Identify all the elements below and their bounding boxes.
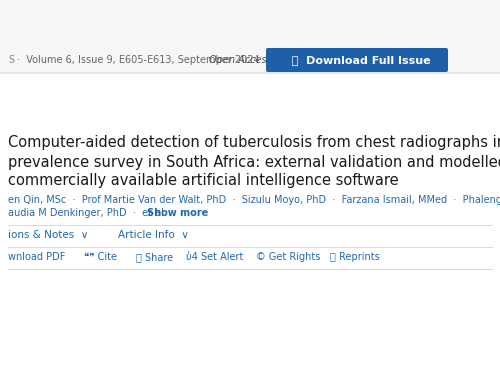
Text: Computer-aided detection of tuberculosis from chest radiographs in a tuberculosi: Computer-aided detection of tuberculosis… <box>8 136 500 151</box>
Text: en Qin, MSc  ·  Prof Martie Van der Walt, PhD  ·  Sizulu Moyo, PhD  ·  Farzana I: en Qin, MSc · Prof Martie Van der Walt, … <box>8 195 500 205</box>
Text: audia M Denkinger, PhD  ·  et al.: audia M Denkinger, PhD · et al. <box>8 208 173 218</box>
FancyBboxPatch shape <box>266 48 448 72</box>
Bar <box>0 0 500 73</box>
Text: ὑ4 Set Alert: ὑ4 Set Alert <box>186 252 244 262</box>
Text: © Get Rights: © Get Rights <box>256 252 320 262</box>
Text: Show more: Show more <box>147 208 208 218</box>
Text: ⎙ Reprints: ⎙ Reprints <box>330 252 380 262</box>
Text: S: S <box>8 55 14 65</box>
Text: Open Access: Open Access <box>209 55 272 65</box>
Text: ⤓  Download Full Issue: ⤓ Download Full Issue <box>284 55 430 65</box>
Text: prevalence survey in South Africa: external validation and modelled impacts of: prevalence survey in South Africa: exter… <box>8 154 500 170</box>
Text: ·  Volume 6, Issue 9, E605-E613, September 2024  ·: · Volume 6, Issue 9, E605-E613, Septembe… <box>17 55 275 65</box>
Text: Article Info  ∨: Article Info ∨ <box>118 230 189 240</box>
Text: commercially available artificial intelligence software: commercially available artificial intell… <box>8 173 398 188</box>
Text: wnload PDF: wnload PDF <box>8 252 66 262</box>
Text: ❝❞ Cite: ❝❞ Cite <box>84 252 117 262</box>
Text: ions & Notes  ∨: ions & Notes ∨ <box>8 230 88 240</box>
Text: ⭡ Share: ⭡ Share <box>136 252 173 262</box>
